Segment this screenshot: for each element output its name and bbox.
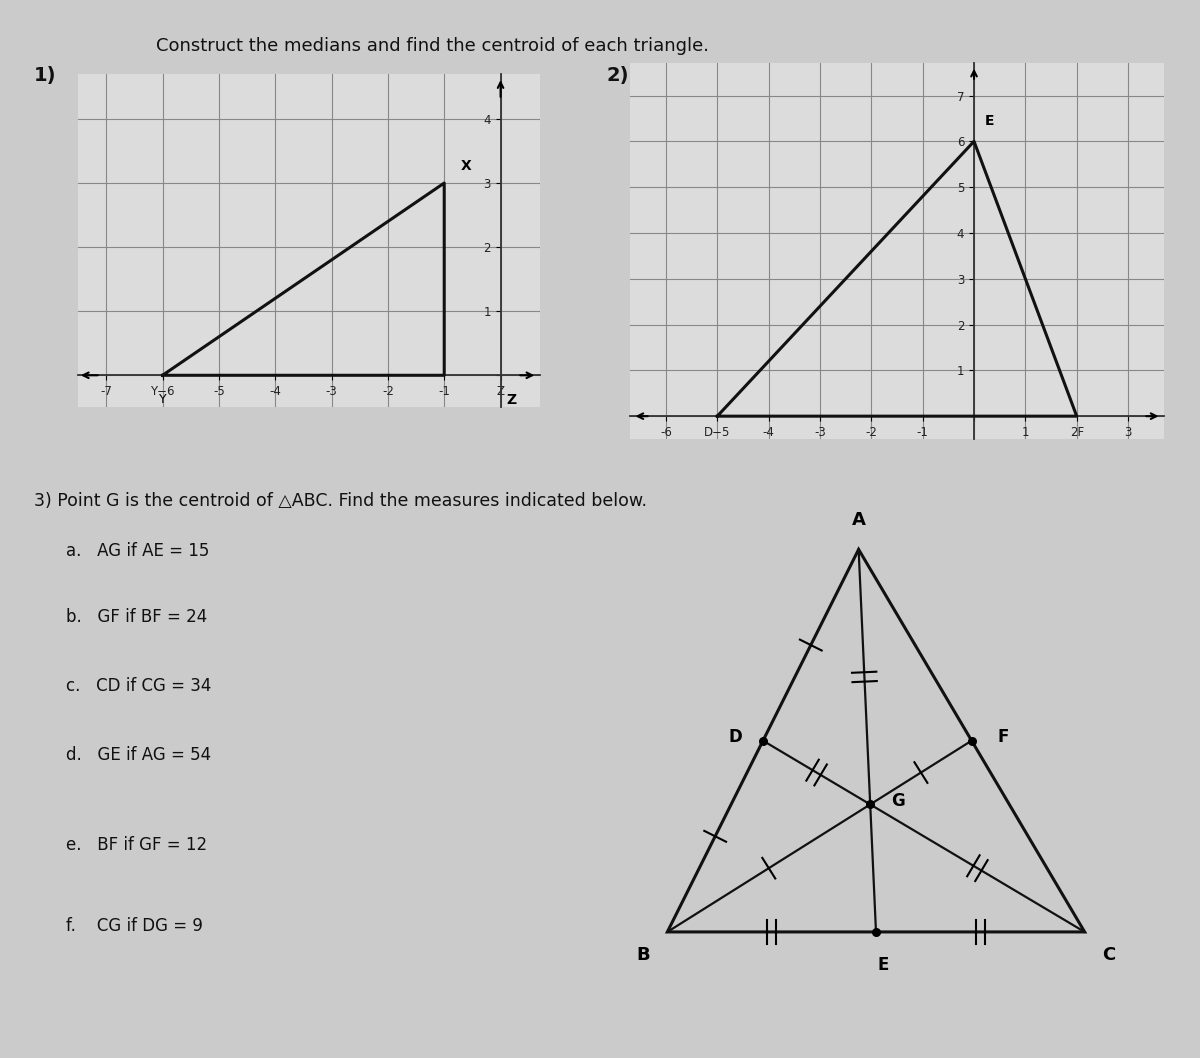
- Text: 3) Point G is the centroid of △ABC. Find the measures indicated below.: 3) Point G is the centroid of △ABC. Find…: [34, 492, 647, 510]
- Text: Construct the medians and find the centroid of each triangle.: Construct the medians and find the centr…: [156, 37, 709, 55]
- Text: F: F: [997, 728, 1009, 746]
- Text: Z: Z: [506, 394, 517, 407]
- Text: b.   GF if BF = 24: b. GF if BF = 24: [66, 608, 208, 626]
- Text: Y: Y: [158, 394, 167, 406]
- Text: E: E: [984, 113, 994, 128]
- Text: A: A: [852, 511, 865, 529]
- Text: B: B: [636, 946, 650, 964]
- Text: d.   GE if AG = 54: d. GE if AG = 54: [66, 746, 211, 764]
- Text: 2): 2): [606, 66, 629, 85]
- Text: c.   CD if CG = 34: c. CD if CG = 34: [66, 677, 211, 695]
- Text: E: E: [877, 956, 889, 974]
- Text: C: C: [1103, 946, 1116, 964]
- Text: X: X: [461, 160, 472, 174]
- Text: D: D: [728, 728, 742, 746]
- Text: a.   AG if AE = 15: a. AG if AE = 15: [66, 542, 209, 560]
- Text: 1): 1): [34, 66, 56, 85]
- Text: f.    CG if DG = 9: f. CG if DG = 9: [66, 917, 203, 935]
- Text: e.   BF if GF = 12: e. BF if GF = 12: [66, 836, 208, 854]
- Text: G: G: [892, 792, 905, 810]
